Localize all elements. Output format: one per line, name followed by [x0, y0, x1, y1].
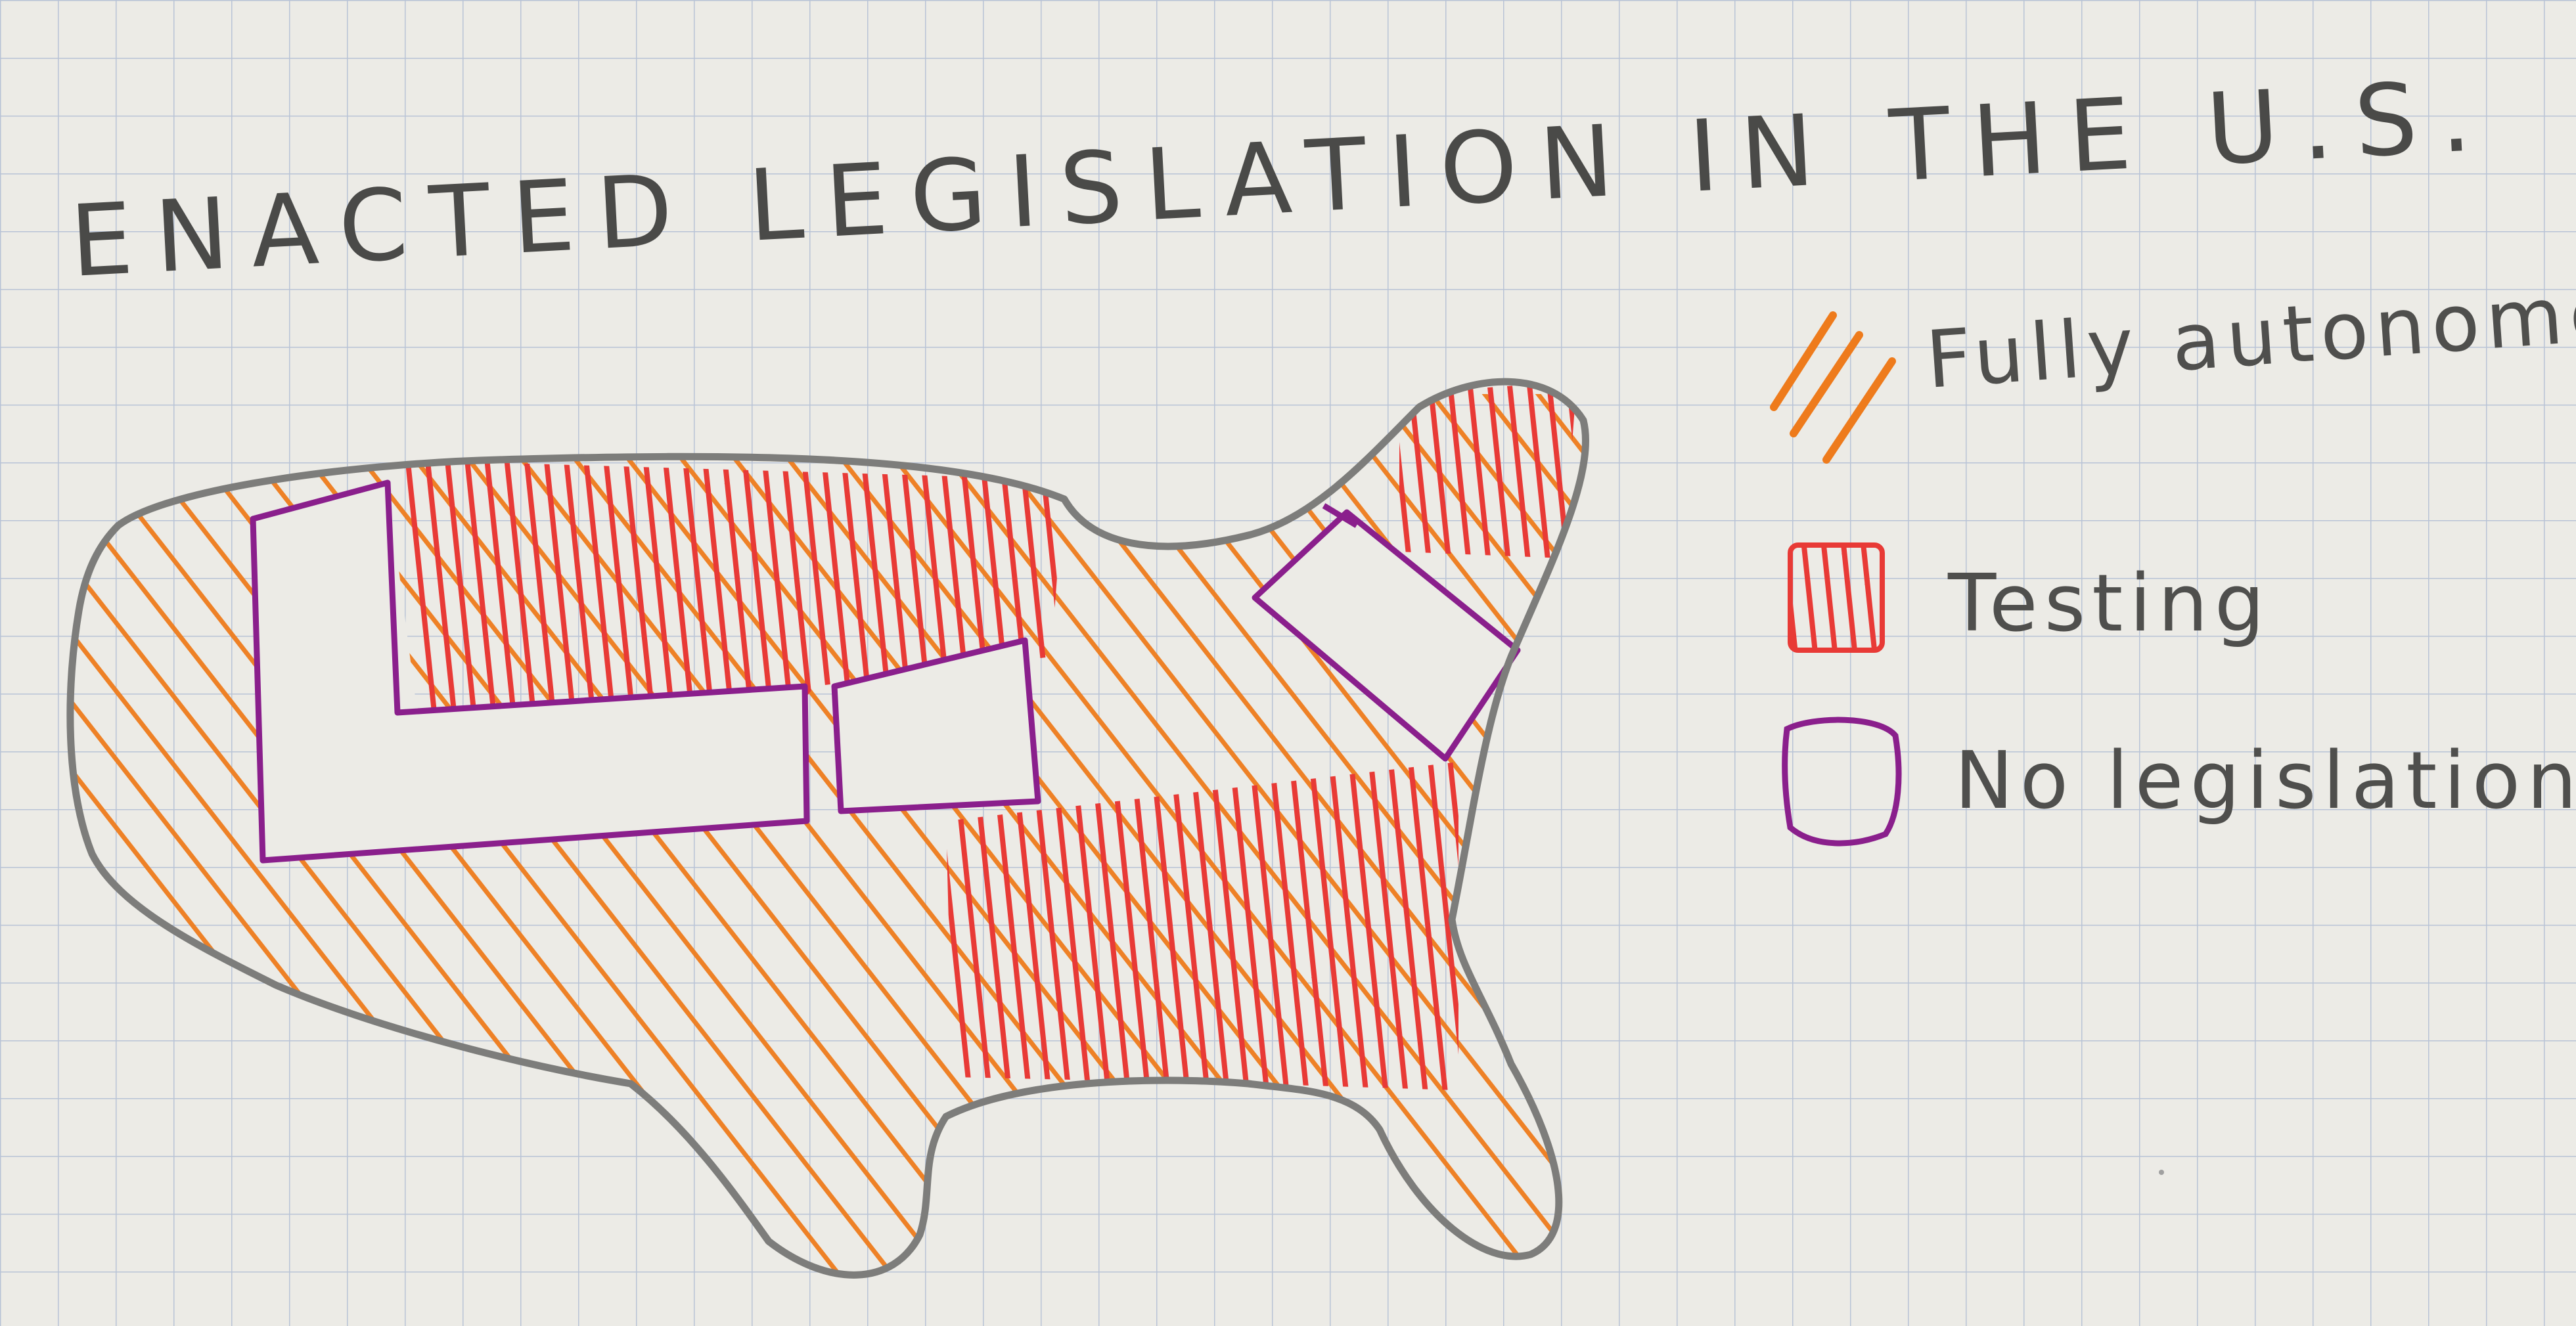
region-no-legislation-central — [834, 640, 1038, 811]
region-testing-northeast — [1399, 382, 1577, 558]
region-testing-south — [946, 762, 1458, 1090]
legend-label-no-legislation: No legislation — [1955, 736, 2576, 827]
outline-swatch-icon — [1782, 717, 1902, 847]
legend-label-testing: Testing — [1947, 558, 2271, 650]
region-testing-north — [394, 460, 1064, 713]
legend-item-no-legislation: No legislation — [1782, 717, 2576, 847]
paper-speck — [2159, 1170, 2164, 1175]
legend-item-testing: Testing — [1788, 542, 2271, 653]
region-no-legislation-east — [1255, 512, 1518, 759]
us-outline — [66, 378, 1589, 1279]
hatched-swatch-icon — [1770, 311, 1896, 464]
filled-swatch-icon — [1788, 542, 1885, 653]
